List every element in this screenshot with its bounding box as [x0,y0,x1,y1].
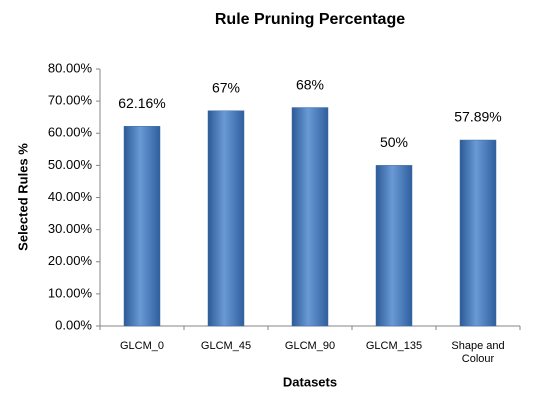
value-label: 67% [212,79,240,95]
y-tick-label: 0.00% [55,317,92,332]
x-tick-label: GLCM_0 [119,340,165,352]
y-tick-label: 10.00% [48,285,93,300]
value-label: 68% [296,76,324,92]
y-tick-label: 40.00% [48,189,93,204]
bar [291,107,329,327]
x-tick-label: GLCM_135 [365,340,423,352]
y-tick-label: 20.00% [48,253,93,268]
y-tick-label: 50.00% [48,157,93,172]
y-tick-label: 70.00% [48,93,93,108]
x-tick-label: GLCM_90 [284,340,336,352]
x-tick-label: Shape and Colour [451,340,505,365]
value-label: 50% [380,134,408,150]
x-axis-title: Datasets [283,374,337,389]
value-label: 57.89% [454,109,501,125]
bar [123,126,161,327]
y-tick-label: 60.00% [48,125,93,140]
x-tick-label: GLCM_45 [200,340,252,352]
y-tick-label: 30.00% [48,221,93,236]
bar [459,139,497,327]
chart-title: Rule Pruning Percentage [215,11,405,28]
y-tick-label: 80.00% [48,60,93,75]
y-axis-title: Selected Rules % [15,143,30,251]
value-label: 62.16% [118,95,165,111]
bar [207,110,245,327]
bar [375,165,413,327]
